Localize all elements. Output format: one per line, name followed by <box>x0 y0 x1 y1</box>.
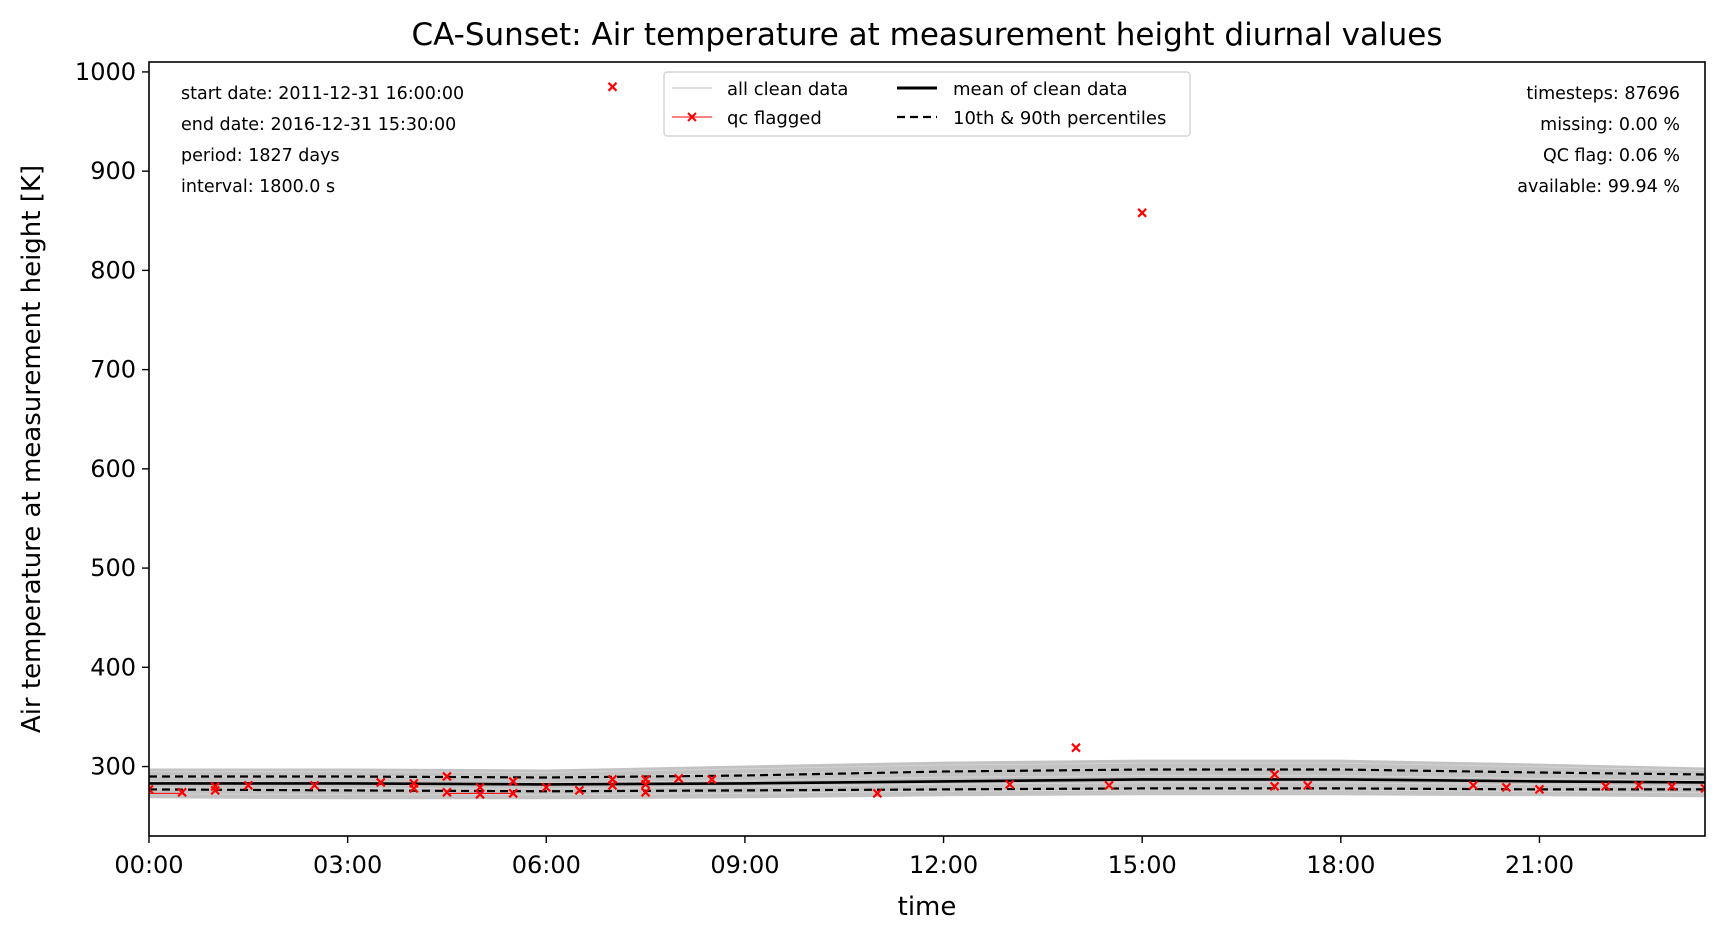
qc-point-8 <box>409 778 419 789</box>
y-axis-label: Air temperature at measurement height [K… <box>17 165 47 733</box>
qc-point-22 <box>640 774 651 785</box>
qc-point-27 <box>1071 742 1081 753</box>
qc-point-33 <box>1468 780 1479 791</box>
qc-point-36 <box>1600 781 1611 792</box>
y-axis: 300 400 500 600 700 800 900 1000 <box>75 58 149 781</box>
stat-missing: missing: 0.00 % <box>1540 115 1680 135</box>
chart-title: CA-Sunset: Air temperature at measuremen… <box>411 17 1442 53</box>
stat-qc-flag: QC flag: 0.06 % <box>1543 146 1680 166</box>
plot-frame <box>148 61 1706 837</box>
series-p10-line <box>149 787 1705 793</box>
y-tick-label: 600 <box>90 455 136 483</box>
plot-content <box>149 82 1705 800</box>
y-tick-label: 500 <box>90 554 136 582</box>
stats-right: timesteps: 87696 missing: 0.00 % QC flag… <box>1517 84 1680 197</box>
x-tick-label: 00:00 <box>114 851 183 879</box>
stat-available: available: 99.94 % <box>1517 177 1680 197</box>
qc-point-23 <box>673 773 684 784</box>
qc-point-34 <box>1501 782 1512 793</box>
y-tick-label: 800 <box>90 256 136 284</box>
qc-point-9 <box>442 787 452 798</box>
qc-point-31 <box>1269 769 1280 780</box>
qc-point-6 <box>375 777 386 788</box>
y-tick-label: 900 <box>90 157 136 185</box>
stat-timesteps: timesteps: 87696 <box>1526 84 1680 104</box>
stat-period: period: 1827 days <box>181 146 340 166</box>
x-tick-label: 06:00 <box>512 851 581 879</box>
qc-point-17 <box>607 82 618 92</box>
qc-point-19 <box>607 774 618 785</box>
y-tick-label: 400 <box>90 653 136 681</box>
clean-data-trace-0 <box>149 789 1705 796</box>
legend-label-qc: qc flagged <box>727 108 822 129</box>
y-tick-label: 700 <box>90 356 136 384</box>
clean-data-trace-4 <box>149 762 1705 773</box>
qc-point-15 <box>541 782 552 793</box>
qc-point-28 <box>1104 780 1114 791</box>
x-tick-label: 15:00 <box>1108 851 1177 879</box>
qc-point-37 <box>1634 780 1644 791</box>
x-tick-label: 03:00 <box>313 851 382 879</box>
qc-point-24 <box>707 774 717 785</box>
x-tick-label: 18:00 <box>1306 851 1375 879</box>
x-tick-label: 09:00 <box>710 851 779 879</box>
qc-point-0 <box>149 784 154 795</box>
x-tick-label: 12:00 <box>909 851 978 879</box>
legend-swatch-qc-marker <box>687 112 697 122</box>
qc-point-25 <box>872 788 883 799</box>
x-axis: 00:00 03:00 06:00 09:00 12:00 15:00 18:00 21:00 <box>114 836 1574 879</box>
legend-label-mean: mean of clean data <box>953 79 1128 100</box>
qc-point-4 <box>243 780 254 791</box>
qc-point-3 <box>210 781 220 792</box>
stat-end-date: end date: 2016-12-31 15:30:00 <box>181 115 456 135</box>
qc-point-20 <box>640 787 651 798</box>
qc-point-38 <box>1667 781 1677 792</box>
qc-point-26 <box>1004 779 1015 790</box>
y-tick-label: 300 <box>90 753 136 781</box>
stat-interval: interval: 1800.0 s <box>181 177 335 197</box>
y-tick-label: 1000 <box>75 58 136 86</box>
stat-start-date: start date: 2011-12-31 16:00:00 <box>181 84 464 104</box>
legend: all clean data qc flagged mean of clean … <box>663 71 1191 137</box>
qc-point-32 <box>1302 780 1313 791</box>
qc-point-14 <box>508 776 518 787</box>
x-axis-label: time <box>898 892 957 922</box>
qc-point-39 <box>1700 783 1705 794</box>
clean-data-band <box>149 759 1705 800</box>
qc-point-29 <box>1137 208 1147 218</box>
qc-point-1 <box>177 787 187 798</box>
legend-label-percentiles: 10th & 90th percentiles <box>953 108 1166 129</box>
qc-point-16 <box>574 785 585 796</box>
qc-point-35 <box>1534 784 1545 795</box>
qc-point-13 <box>508 788 518 799</box>
legend-label-clean: all clean data <box>727 79 848 100</box>
legend-box <box>663 71 1191 137</box>
x-tick-label: 21:00 <box>1505 851 1574 879</box>
qc-point-10 <box>442 771 452 782</box>
stats-left: start date: 2011-12-31 16:00:00 end date… <box>181 84 464 197</box>
series-p90-line <box>149 768 1705 779</box>
qc-point-12 <box>475 782 485 793</box>
qc-point-30 <box>1269 781 1280 792</box>
qc-point-5 <box>309 780 320 791</box>
qc-point-11 <box>475 789 485 800</box>
